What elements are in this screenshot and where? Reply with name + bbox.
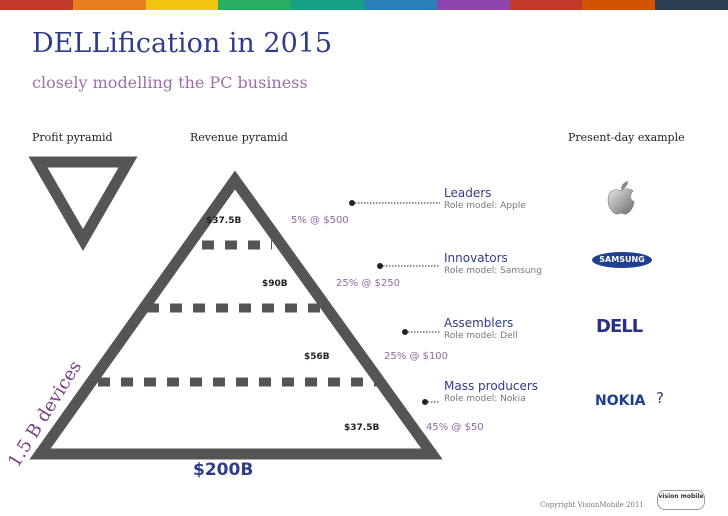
total-revenue: $200B (193, 460, 254, 480)
tier-role-mass-producers: Role model: Nokia (444, 394, 526, 404)
tier-share-mass-producers: 45% @ $50 (426, 422, 484, 433)
tier-assemblers: Assemblers Role model: Dell (444, 316, 518, 341)
tier-revenue-leaders: $37.5B (206, 216, 242, 226)
profit-pyramid-shape (28, 156, 138, 252)
tier-innovators: Innovators Role model: Samsung (444, 251, 542, 276)
tier-share-leaders: 5% @ $500 (291, 215, 349, 226)
stripe-segment (582, 0, 656, 10)
tier-revenue-innovators: $90B (262, 279, 288, 289)
tier-revenue-assemblers: $56B (304, 352, 330, 362)
stripe-segment (72, 0, 146, 10)
visionmobile-logo-icon: vision mobile (657, 490, 705, 510)
stripe-segment (509, 0, 583, 10)
stripe-segment (0, 0, 73, 10)
tier-name-assemblers: Assemblers (444, 316, 514, 330)
question-mark: ? (656, 389, 664, 407)
nokia-logo-icon: NOKIA (595, 393, 646, 409)
tier-role-leaders: Role model: Apple (444, 201, 526, 211)
copyright-text: Copyright VisionMobile 2011 (540, 501, 644, 509)
tier-share-innovators: 25% @ $250 (336, 278, 401, 289)
tier-role-assemblers: Role model: Dell (444, 331, 518, 341)
tier-mass-producers: Mass producers Role model: Nokia (444, 379, 538, 404)
slide-subtitle: closely modelling the PC business (32, 73, 308, 92)
profit-pyramid-header: Profit pyramid (32, 131, 113, 144)
tier-name-leaders: Leaders (444, 186, 492, 200)
revenue-pyramid-header: Revenue pyramid (190, 131, 288, 144)
tier-leaders: Leaders Role model: Apple (444, 186, 526, 211)
stripe-segment (436, 0, 510, 10)
slide-title: DELLification in 2015 (32, 28, 333, 59)
dell-logo-icon: DELL (596, 316, 643, 337)
tier-revenue-mass-producers: $37.5B (344, 423, 380, 433)
stripe-segment (655, 0, 728, 10)
tier-role-innovators: Role model: Samsung (444, 266, 542, 276)
present-day-example-header: Present-day example (568, 131, 685, 144)
stripe-segment (363, 0, 437, 10)
apple-logo-icon (607, 181, 637, 215)
samsung-logo-icon: SAMSUNG (592, 252, 652, 268)
tier-share-assemblers: 25% @ $100 (384, 351, 449, 362)
tier-name-innovators: Innovators (444, 251, 508, 265)
tier-name-mass-producers: Mass producers (444, 379, 539, 393)
stripe-segment (218, 0, 292, 10)
stripe-segment (291, 0, 364, 10)
top-color-stripe (0, 0, 728, 10)
stripe-segment (145, 0, 219, 10)
